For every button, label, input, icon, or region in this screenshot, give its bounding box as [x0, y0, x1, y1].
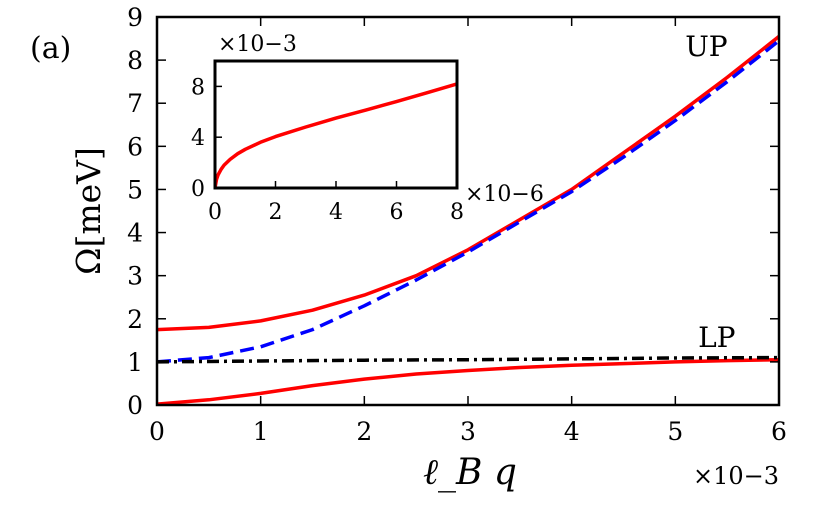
panel-label: (a) [30, 31, 71, 66]
inset-background [215, 61, 457, 188]
main-x-axis-label: ℓ_B q [423, 452, 517, 493]
main-x-tick-label: 4 [564, 417, 580, 446]
main-y-tick-label: 9 [127, 3, 143, 32]
main-x-tick-label: 0 [149, 417, 165, 446]
main-x-tick-label: 1 [253, 417, 269, 446]
main-y-tick-label: 2 [127, 305, 143, 334]
main-y-tick-label: 3 [127, 262, 143, 291]
main-y-tick-label: 6 [127, 132, 143, 161]
main-x-tick-label: 6 [771, 417, 787, 446]
main-y-tick-label: 4 [127, 219, 143, 248]
main-y-tick-label: 0 [127, 391, 143, 420]
main-x-tick-label: 5 [667, 417, 683, 446]
main-curves [157, 35, 779, 405]
main-y-tick-label: 7 [127, 89, 143, 118]
inset-plot: 0 2 4 6 8 0 4 8 ×10−3 ×10−6 [191, 32, 544, 225]
curve-label: LP [698, 321, 735, 354]
main-y-tick-label: 8 [127, 46, 143, 75]
main-x-multiplier: ×10−3 [693, 462, 779, 490]
inset-y-tick-label: 0 [191, 177, 205, 202]
inset-x-multiplier: ×10−6 [465, 182, 544, 207]
inset-y-tick-label: 8 [191, 75, 205, 100]
inset-curves [215, 82, 457, 188]
main-series-0 [157, 35, 779, 332]
inset-x-tick-label: 4 [329, 200, 343, 225]
inset-y-multiplier: ×10−3 [218, 32, 297, 57]
main-y-tick-label: 1 [127, 348, 143, 377]
main-y-tick-label: 5 [127, 175, 143, 204]
main-series-3 [157, 355, 779, 364]
main-y-axis-label: Ω[meV] [69, 147, 108, 275]
main-x-tick-label: 2 [356, 417, 372, 446]
main-plot: 0 1 2 3 4 5 6 0 1 2 3 4 5 6 7 8 9 Ω[meV] ℓ_B q ×10−3 UP LP [69, 3, 787, 493]
inset-y-tick-label: 4 [191, 126, 205, 151]
inset-series-0 [215, 82, 457, 188]
curve-label: UP [685, 30, 727, 63]
inset-x-tick-label: 2 [269, 200, 283, 225]
inset-x-tick-label: 8 [450, 200, 464, 225]
inset-x-tick-label: 0 [208, 200, 222, 225]
inset-x-tick-label: 6 [390, 200, 404, 225]
main-x-tick-label: 3 [460, 417, 476, 446]
main-series-2 [157, 357, 779, 405]
main-series-1 [157, 39, 779, 364]
